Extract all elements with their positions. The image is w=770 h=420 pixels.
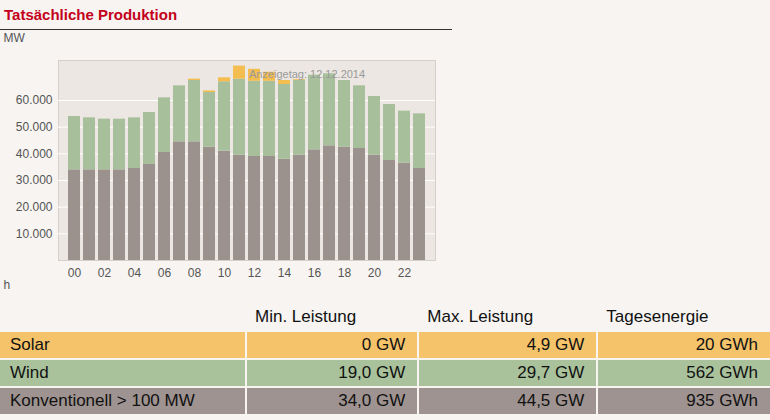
html-text:4,9 GW: 4,9 GW: [526, 335, 585, 354]
html-text:Tagesenergie: Tagesenergie: [606, 307, 709, 326]
html-text:Solar: Solar: [10, 335, 50, 354]
svg-text:50.000: 50.000: [16, 120, 53, 134]
html-text:Tatsächliche Produktion: Tatsächliche Produktion: [4, 6, 178, 23]
svg-text:10: 10: [218, 266, 232, 280]
html-text:Min. Leistung: Min. Leistung: [255, 307, 357, 326]
svg-text:14: 14: [278, 266, 292, 280]
html-text:29,7 GW: 29,7 GW: [517, 363, 585, 382]
html-text:Wind: Wind: [10, 363, 49, 382]
svg-text:18: 18: [338, 266, 352, 280]
svg-text:00: 00: [68, 266, 82, 280]
svg-text:06: 06: [158, 266, 172, 280]
html-text:34,0 GW: 34,0 GW: [338, 391, 406, 410]
svg-text:MW: MW: [4, 31, 26, 45]
svg-text:10.000: 10.000: [16, 227, 53, 241]
html-text:935 GWh: 935 GWh: [686, 391, 758, 410]
svg-text:04: 04: [128, 266, 142, 280]
svg-text:Anzeigetag: 12.12.2014: Anzeigetag: 12.12.2014: [249, 68, 365, 80]
svg-text:08: 08: [188, 266, 202, 280]
html-text:562 GWh: 562 GWh: [686, 363, 758, 382]
svg-text:20: 20: [368, 266, 382, 280]
svg-text:02: 02: [98, 266, 112, 280]
svg-text:30.000: 30.000: [16, 173, 53, 187]
html-text:Max. Leistung: Max. Leistung: [427, 307, 534, 326]
html-text:44,5 GW: 44,5 GW: [517, 391, 585, 410]
svg-text:16: 16: [308, 266, 322, 280]
html-text:19,0 GW: 19,0 GW: [338, 363, 406, 382]
html-text:0 GW: 0 GW: [361, 335, 406, 354]
svg-text:20.000: 20.000: [16, 200, 53, 214]
svg-text:60.000: 60.000: [16, 93, 53, 107]
svg-text:22: 22: [398, 266, 412, 280]
svg-text:h: h: [4, 278, 11, 292]
svg-text:12: 12: [248, 266, 262, 280]
svg-text:40.000: 40.000: [16, 147, 53, 161]
html-text:Konventionell > 100 MW: Konventionell > 100 MW: [10, 391, 195, 410]
html-text:20 GWh: 20 GWh: [695, 335, 758, 354]
